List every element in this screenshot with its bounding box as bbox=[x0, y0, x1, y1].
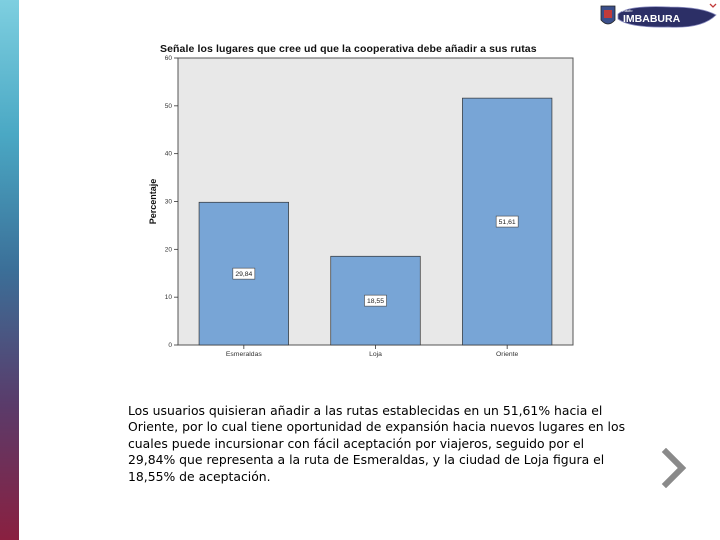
data-label-box bbox=[232, 267, 256, 280]
data-label: 51,61 bbox=[499, 219, 516, 226]
y-axis-label: Percentaje bbox=[148, 179, 158, 225]
data-label-box bbox=[495, 215, 519, 228]
bar-chart: 0 10 20 30 40 50 60 Percentaje Esmeraldas 29,84 Lo… bbox=[148, 55, 574, 358]
caption-paragraph: Los usuarios quisieran añadir a las ruta… bbox=[128, 403, 626, 484]
y-tick-label: 10 bbox=[165, 294, 173, 301]
data-label: 18,55 bbox=[367, 298, 384, 305]
next-slide-arrow-icon[interactable] bbox=[660, 447, 688, 489]
y-tick-label: 20 bbox=[165, 246, 173, 253]
y-tick-label: 0 bbox=[168, 342, 172, 349]
data-label: 29,84 bbox=[235, 271, 252, 278]
data-label-box bbox=[364, 294, 387, 307]
y-tick-label: 50 bbox=[165, 103, 173, 110]
radio-imbabura-logo: Radio IMBABURA bbox=[598, 2, 720, 32]
y-tick-label: 40 bbox=[165, 151, 173, 158]
side-accent-bar bbox=[0, 0, 19, 540]
logo-small-text: Radio bbox=[622, 8, 633, 13]
x-tick-label: Esmeraldas bbox=[226, 351, 262, 358]
y-tick-label: 60 bbox=[165, 55, 173, 62]
y-tick-label: 30 bbox=[165, 199, 173, 206]
chart-title: Señale los lugares que cree ud que la co… bbox=[160, 43, 537, 55]
logo-brand-text: IMBABURA bbox=[623, 13, 681, 25]
x-tick-label: Loja bbox=[369, 351, 382, 358]
x-tick-label: Oriente bbox=[496, 351, 519, 358]
